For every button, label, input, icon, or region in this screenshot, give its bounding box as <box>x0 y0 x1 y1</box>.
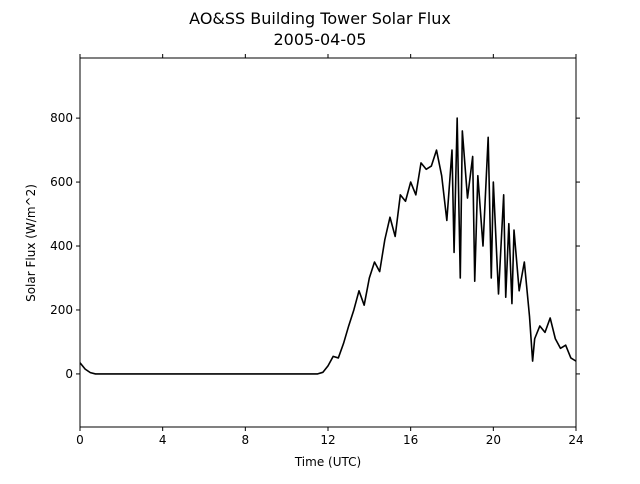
y-tick-label: 200 <box>50 303 73 317</box>
y-tick-label: 600 <box>50 175 73 189</box>
x-tick-label: 20 <box>486 433 501 447</box>
chart-subtitle: 2005-04-05 <box>274 30 367 49</box>
data-line <box>79 117 577 375</box>
plot-frame <box>79 57 577 428</box>
y-tick-label: 0 <box>65 367 73 381</box>
x-tick-label: 8 <box>242 433 250 447</box>
x-tick-label: 16 <box>403 433 418 447</box>
x-tick-label: 24 <box>568 433 583 447</box>
y-axis-label: Solar Flux (W/m^2) <box>24 184 38 302</box>
x-tick-label: 0 <box>76 433 84 447</box>
y-tick-label: 800 <box>50 111 73 125</box>
chart-title: AO&SS Building Tower Solar Flux <box>189 9 451 28</box>
x-axis-label: Time (UTC) <box>294 455 361 469</box>
y-tick-label: 400 <box>50 239 73 253</box>
x-tick-label: 4 <box>159 433 167 447</box>
x-tick-label: 12 <box>320 433 335 447</box>
